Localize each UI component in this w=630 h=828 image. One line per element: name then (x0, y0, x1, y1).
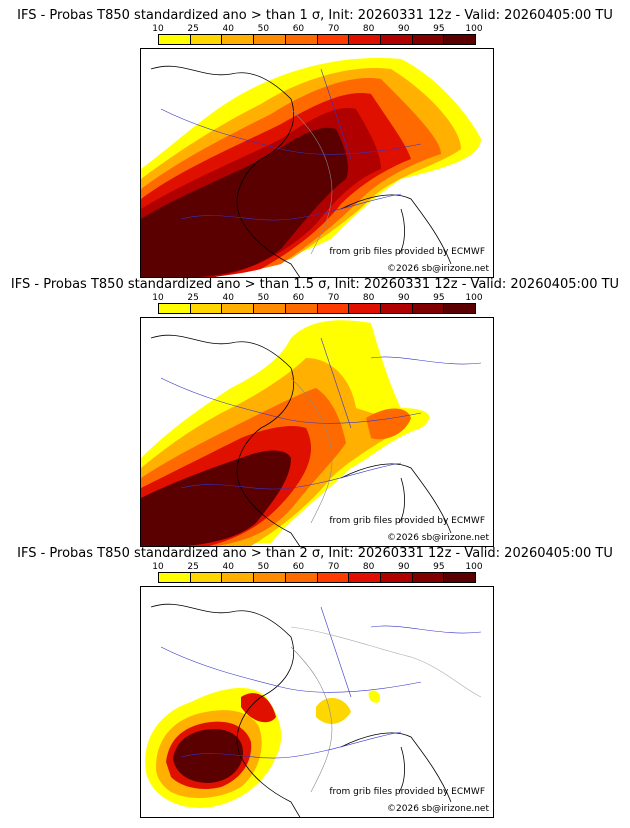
colorbar-segment (190, 35, 223, 44)
colorbar-segment (254, 573, 286, 582)
panel-2: IFS - Probas T850 standardized ano > tha… (0, 277, 630, 547)
colorbar-segment (159, 573, 191, 582)
source-credit: from grib files provided by ECMWF (329, 787, 485, 797)
colorbar-segment (254, 35, 286, 44)
colorbar-segment (222, 304, 255, 313)
probability-map: from grib files provided by ECMWF ©2026 … (140, 586, 494, 818)
colorbar-segment (380, 304, 413, 313)
colorbar-segment (349, 573, 381, 582)
colorbar-tick-label: 40 (222, 293, 234, 303)
colorbar-tick-label: 10 (152, 293, 164, 303)
colorbar-segment (444, 35, 476, 44)
colorbar-segment (412, 304, 445, 313)
source-credit: from grib files provided by ECMWF (329, 247, 485, 257)
colorbar-tick-label: 60 (292, 24, 305, 34)
colorbar-tick-label: 95 (433, 293, 445, 303)
probability-map: from grib files provided by ECMWF ©2026 … (140, 48, 494, 278)
colorbar-segment (285, 35, 318, 44)
colorbar-tick-label: 60 (292, 293, 305, 303)
colorbar-tick-label: 50 (257, 24, 270, 34)
colorbar-tick-label: 25 (187, 24, 199, 34)
colorbar-segment (412, 573, 445, 582)
copyright: ©2026 sb@irizone.net (387, 804, 489, 814)
colorbar-tick-label: 70 (327, 24, 340, 34)
colorbar-segment (254, 304, 286, 313)
colorbar-tick-label: 90 (398, 562, 410, 572)
colorbar (158, 572, 476, 583)
colorbar-tick-label: 90 (398, 24, 410, 34)
colorbar-segment (190, 573, 223, 582)
map-canvas (141, 320, 482, 546)
colorbar-segment (190, 304, 223, 313)
colorbar (158, 303, 476, 314)
probability-map: from grib files provided by ECMWF ©2026 … (140, 317, 494, 547)
colorbar-tick-label: 80 (362, 24, 375, 34)
colorbar-tick-label: 50 (257, 293, 270, 303)
colorbar-segment (380, 573, 413, 582)
colorbar-tick-label: 70 (327, 562, 340, 572)
colorbar-tick-label: 70 (327, 293, 340, 303)
map-canvas (145, 603, 482, 817)
colorbar-segment (349, 304, 381, 313)
colorbar-segment (285, 304, 318, 313)
colorbar-segment (317, 35, 350, 44)
colorbar-tick-label: 90 (398, 293, 410, 303)
colorbar-tick-label: 10 (152, 24, 164, 34)
colorbar-segment (380, 35, 413, 44)
colorbar-segment (159, 35, 191, 44)
colorbar-segment (444, 573, 476, 582)
colorbar-tick-label: 40 (222, 24, 234, 34)
colorbar-labels: 10 25 40 50 60 70 80 90 95 100 (152, 293, 482, 304)
colorbar-tick-label: 40 (222, 562, 234, 572)
copyright: ©2026 sb@irizone.net (387, 533, 489, 543)
panel-title: IFS - Probas T850 standardized ano > tha… (17, 546, 613, 561)
colorbar-tick-label: 50 (257, 562, 270, 572)
colorbar-tick-label: 25 (187, 293, 199, 303)
panel-1: IFS - Probas T850 standardized ano > tha… (0, 8, 630, 278)
colorbar-segment (222, 35, 255, 44)
colorbar-tick-label: 10 (152, 562, 164, 572)
colorbar-tick-label: 100 (465, 24, 483, 34)
colorbar-segment (317, 573, 350, 582)
colorbar-segment (444, 304, 476, 313)
colorbar-tick-label: 95 (433, 562, 445, 572)
colorbar-tick-label: 80 (362, 562, 375, 572)
panel-title: IFS - Probas T850 standardized ano > tha… (10, 277, 620, 292)
map-canvas (141, 58, 481, 277)
panel-3: IFS - Probas T850 standardized ano > tha… (0, 546, 630, 824)
colorbar-segment (412, 35, 445, 44)
colorbar-segment (317, 304, 350, 313)
colorbar-labels: 10 25 40 50 60 70 80 90 95 100 (152, 562, 482, 573)
colorbar (158, 34, 476, 45)
colorbar-segment (285, 573, 318, 582)
colorbar-tick-label: 80 (362, 293, 375, 303)
colorbar-tick-label: 60 (292, 562, 305, 572)
colorbar-tick-label: 100 (465, 562, 483, 572)
panel-title: IFS - Probas T850 standardized ano > tha… (17, 8, 613, 23)
colorbar-segment (222, 573, 255, 582)
colorbar-segment (349, 35, 381, 44)
copyright: ©2026 sb@irizone.net (387, 264, 489, 274)
colorbar-labels: 10 25 40 50 60 70 80 90 95 100 (152, 24, 482, 35)
colorbar-segment (159, 304, 191, 313)
colorbar-tick-label: 95 (433, 24, 445, 34)
colorbar-tick-label: 100 (465, 293, 483, 303)
colorbar-tick-label: 25 (187, 562, 199, 572)
source-credit: from grib files provided by ECMWF (329, 516, 485, 526)
